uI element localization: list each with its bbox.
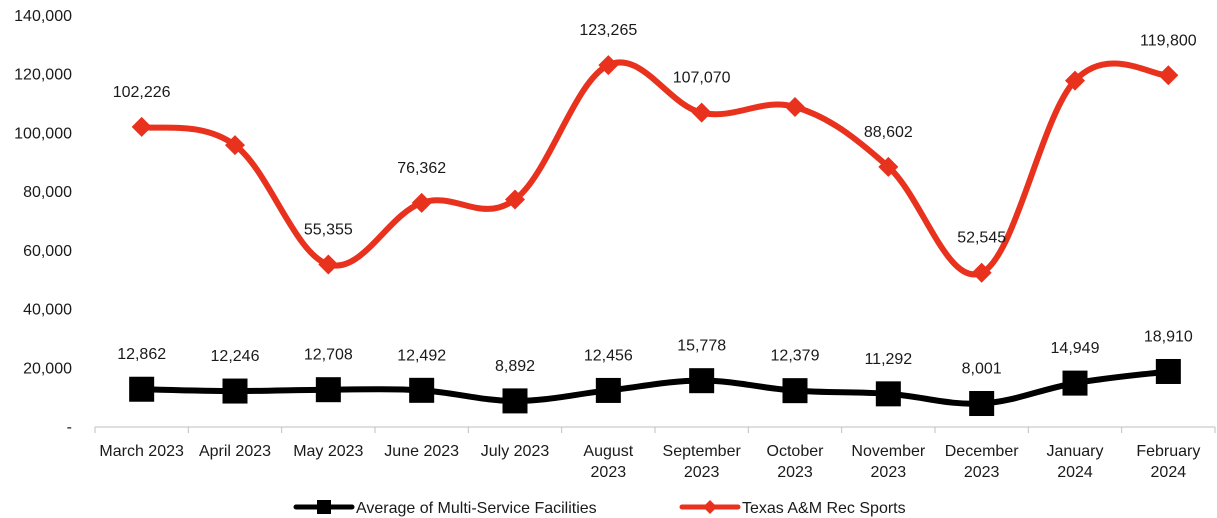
y-tick-label: 80,000 — [23, 184, 72, 201]
legend-marker-diamond — [703, 500, 717, 514]
x-tick-label: March 2023 — [99, 443, 184, 460]
y-axis: - 20,000 40,000 60,000 80,000 100,000 120,000 1… — [14, 8, 72, 436]
data-label: 123,265 — [579, 22, 637, 39]
series-texas-am-rec-sports — [131, 55, 1179, 283]
x-tick-label: February 2024 — [1136, 443, 1200, 481]
series-line — [138, 368, 1172, 407]
data-point-square — [969, 391, 995, 417]
data-point-diamond — [878, 156, 899, 177]
data-point-square — [315, 377, 341, 403]
data-label: 55,355 — [304, 221, 353, 238]
y-tick-label: 20,000 — [23, 360, 72, 377]
data-label: 88,602 — [864, 124, 913, 141]
y-tick-label: 120,000 — [14, 67, 72, 84]
series-multi-service-average — [129, 358, 1181, 417]
x-tick-label: June 2023 — [384, 443, 459, 460]
data-label: 8,892 — [495, 358, 535, 375]
data-point-square — [129, 376, 155, 402]
data-point-diamond — [318, 254, 339, 275]
legend-label: Average of Multi-Service Facilities — [356, 500, 597, 517]
data-point-diamond — [598, 55, 619, 76]
x-tick-label: October 2023 — [767, 443, 825, 481]
data-label: 8,001 — [962, 361, 1002, 378]
data-point-square — [875, 381, 901, 407]
data-point-diamond — [785, 97, 805, 118]
data-label: 14,949 — [1051, 340, 1100, 357]
data-label: 12,492 — [397, 347, 446, 364]
data-label: 12,246 — [211, 348, 260, 365]
data-point-square — [782, 378, 808, 404]
data-label: 12,708 — [304, 347, 353, 364]
y-tick-label: 40,000 — [23, 302, 72, 319]
data-point-diamond — [225, 135, 245, 156]
data-point-square — [222, 378, 248, 404]
data-point-square — [595, 377, 621, 403]
data-point-square — [409, 377, 435, 403]
data-label: 12,379 — [771, 348, 820, 365]
x-tick-label: July 2023 — [481, 443, 550, 460]
x-tick-label: September 2023 — [663, 443, 742, 481]
data-labels: 12,862 12,246 12,708 12,492 8,892 12,456 15,77… — [113, 22, 1197, 377]
legend: Average of Multi-Service Facilities Texas… — [293, 500, 906, 517]
data-label: 15,778 — [677, 338, 726, 355]
data-point-square — [1062, 370, 1088, 396]
data-point-diamond — [505, 189, 525, 210]
data-point-diamond — [691, 102, 712, 123]
data-point-square — [1155, 358, 1181, 384]
x-tick-label: August 2023 — [583, 443, 633, 481]
legend-item-multi-service: Average of Multi-Service Facilities — [293, 500, 597, 517]
x-tick-label: January 2024 — [1047, 443, 1104, 481]
data-label: 52,545 — [957, 230, 1006, 247]
data-label: 102,226 — [113, 84, 171, 101]
x-tick-label: November 2023 — [851, 443, 925, 481]
data-point-diamond — [131, 116, 152, 137]
x-tick-label: April 2023 — [199, 443, 271, 460]
data-label: 11,292 — [864, 351, 912, 368]
x-axis: March 2023 April 2023 May 2023 June 2023 Jul… — [94, 427, 1216, 481]
series-layer — [129, 55, 1181, 417]
y-tick-label: 140,000 — [14, 8, 72, 25]
data-point-diamond — [411, 192, 432, 213]
legend-item-rec-sports: Texas A&M Rec Sports — [679, 500, 906, 517]
data-point-diamond — [971, 262, 992, 283]
data-point-square — [502, 388, 528, 414]
data-label: 119,800 — [1140, 32, 1197, 49]
x-tick-label: May 2023 — [293, 443, 363, 460]
data-label: 76,362 — [397, 160, 446, 177]
data-point-square — [689, 368, 715, 394]
y-tick-label: 100,000 — [14, 125, 72, 142]
data-label: 107,070 — [673, 70, 731, 87]
data-point-diamond — [1158, 65, 1179, 86]
y-tick-label: 60,000 — [23, 243, 72, 260]
series-line — [138, 59, 1172, 278]
data-point-diamond — [1065, 70, 1085, 91]
data-label: 18,910 — [1144, 328, 1193, 345]
y-tick-label: - — [67, 419, 72, 436]
data-label: 12,456 — [584, 347, 633, 364]
x-tick-label: December 2023 — [945, 443, 1019, 481]
data-label: 12,862 — [117, 346, 166, 363]
legend-marker-square — [317, 500, 331, 514]
legend-label: Texas A&M Rec Sports — [742, 500, 906, 517]
